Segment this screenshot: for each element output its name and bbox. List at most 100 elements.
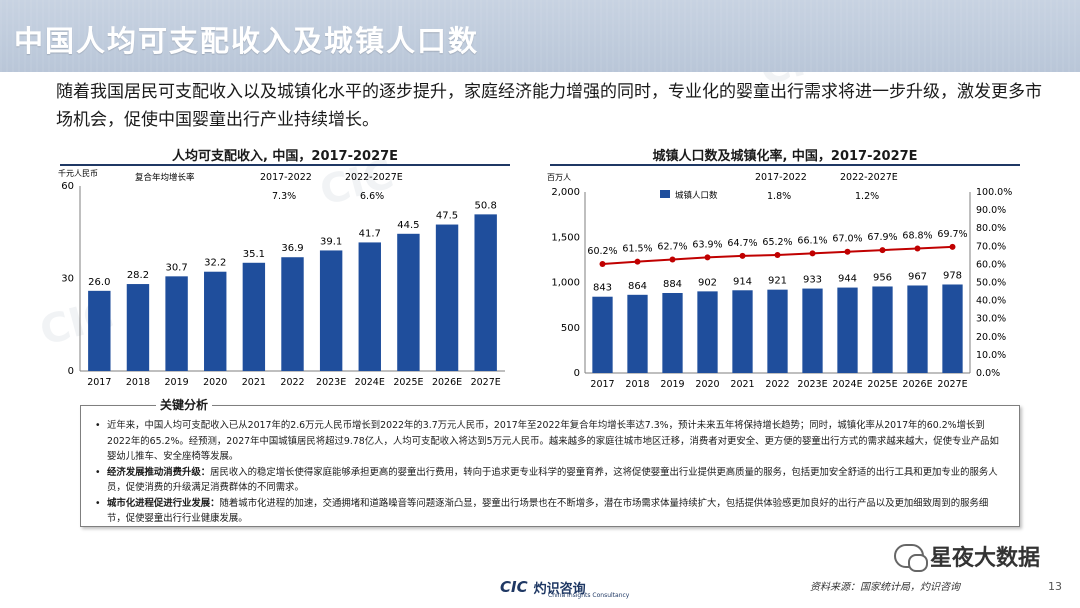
right-bar xyxy=(662,292,683,373)
right-x-tick: 2020 xyxy=(695,379,719,388)
right-y-tick: 2,000 xyxy=(551,187,580,198)
left-x-tick: 2022 xyxy=(280,377,304,388)
right-y-tick: 0 xyxy=(574,368,580,379)
wechat-icon xyxy=(893,544,928,572)
source-note: 资料来源：国家统计局，灼识咨询 xyxy=(810,582,960,593)
right-x-tick: 2022 xyxy=(765,379,789,388)
urbanization-rate-label: 68.8% xyxy=(902,230,932,241)
left-x-tick: 2018 xyxy=(126,377,150,388)
right-y2-tick: 80.0% xyxy=(976,223,1006,234)
urbanization-rate-point xyxy=(634,258,641,265)
right-x-tick: 2017 xyxy=(590,379,614,388)
right-bar xyxy=(907,285,928,373)
right-bar xyxy=(837,287,858,373)
urbanization-rate-label: 63.9% xyxy=(692,239,722,250)
left-bar-label: 32.2 xyxy=(204,258,226,269)
right-x-tick: 2026E xyxy=(902,379,932,388)
analysis-item-lead: 城市化进程促进行业发展： xyxy=(107,497,220,509)
right-chart-title-rule xyxy=(550,164,1020,166)
right-chart-title: 城镇人口数及城镇化率, 中国，2017-2027E xyxy=(652,149,918,164)
left-bar xyxy=(474,214,497,371)
left-bar-label: 44.5 xyxy=(397,220,419,231)
left-y-tick: 60 xyxy=(61,181,74,192)
right-bar-label: 956 xyxy=(873,272,892,283)
page-title: 中国人均可支配收入及城镇人口数 xyxy=(14,24,480,58)
analysis-item-lead: 经济发展推动消费升级： xyxy=(107,466,211,478)
left-x-tick: 2027E xyxy=(471,377,501,388)
right-y-tick: 1,500 xyxy=(551,232,580,243)
left-y-tick: 30 xyxy=(61,274,74,285)
right-y2-tick: 50.0% xyxy=(976,278,1006,289)
right-cagr-value1: 1.8% xyxy=(767,191,791,202)
urbanization-rate-point xyxy=(774,251,781,258)
right-x-tick: 2021 xyxy=(730,379,754,388)
right-cagr-period1: 2017-2022 xyxy=(755,172,807,183)
right-bar xyxy=(732,290,753,373)
left-cagr-period2: 2022-2027E xyxy=(345,172,403,183)
left-bar-label: 26.0 xyxy=(88,277,110,288)
right-bar xyxy=(697,291,718,373)
income-bar-chart: 千元人民币 复合年均增长率 2017-2022 2022-2027E 7.3% … xyxy=(58,168,505,388)
urbanization-rate-label: 60.2% xyxy=(587,246,617,257)
left-bar-label: 50.8 xyxy=(475,200,497,211)
urbanization-rate-point xyxy=(599,261,606,268)
left-cagr-label: 复合年均增长率 xyxy=(135,172,195,183)
right-bar-label: 978 xyxy=(943,270,962,281)
urbanization-rate-label: 62.7% xyxy=(657,242,687,253)
left-bar xyxy=(435,224,459,371)
right-bar-label: 933 xyxy=(803,275,822,286)
left-chart-title-rule xyxy=(60,164,510,166)
key-analysis-box: 近年来，中国人均可支配收入已从2017年的2.6万元人民币增长到2022年的3.… xyxy=(80,405,1020,527)
urbanization-rate-label: 67.0% xyxy=(832,234,862,245)
right-y-tick: 500 xyxy=(561,323,580,334)
urbanization-rate-label: 69.7% xyxy=(937,229,967,240)
urbanization-rate-label: 65.2% xyxy=(762,237,792,248)
left-x-tick: 2017 xyxy=(87,377,111,388)
right-bar-label: 914 xyxy=(733,276,752,287)
page-number: 13 xyxy=(1048,580,1062,593)
urbanization-rate-label: 61.5% xyxy=(622,244,652,255)
urbanization-rate-point xyxy=(949,243,956,250)
left-x-tick: 2023E xyxy=(316,377,346,388)
analysis-list: 近年来，中国人均可支配收入已从2017年的2.6万元人民币增长到2022年的3.… xyxy=(81,406,1019,527)
urbanization-rate-label: 67.9% xyxy=(867,232,897,243)
intro-text: 随着我国居民可支配收入以及城镇化水平的逐步提升，家庭经济能力增强的同时，专业化的… xyxy=(56,82,1042,130)
right-x-tick: 2025E xyxy=(867,379,897,388)
left-bar xyxy=(126,284,150,371)
right-bar-label: 843 xyxy=(593,283,612,294)
urban-population-chart: 百万人 城镇人口数 2017-2022 2022-2027E 1.8% 1.2%… xyxy=(547,172,1012,388)
left-cagr-period1: 2017-2022 xyxy=(260,172,312,183)
analysis-title: 关键分析 xyxy=(156,396,213,413)
left-x-tick: 2024E xyxy=(355,377,385,388)
analysis-item-text: 随着城市化进程的加速，交通拥堵和道路噪音等问题逐渐凸显，婴童出行场景也在不断增多… xyxy=(107,497,989,525)
right-y-tick: 1,000 xyxy=(551,278,580,289)
left-bar xyxy=(204,271,227,371)
left-bar xyxy=(281,257,304,371)
right-y2-tick: 30.0% xyxy=(976,314,1006,325)
right-legend-label: 城镇人口数 xyxy=(675,190,718,201)
right-x-tick: 2024E xyxy=(832,379,862,388)
right-y-unit: 百万人 xyxy=(547,173,571,182)
wechat-account: 星夜大数据 xyxy=(929,546,1040,571)
left-y-tick: 0 xyxy=(68,366,74,377)
analysis-item: 近年来，中国人均可支配收入已从2017年的2.6万元人民币增长到2022年的3.… xyxy=(95,418,1005,465)
right-y2-tick: 20.0% xyxy=(976,332,1006,343)
left-x-tick: 2020 xyxy=(203,377,227,388)
left-chart-title: 人均可支配收入, 中国，2017-2027E xyxy=(171,149,399,164)
right-bar-label: 884 xyxy=(663,279,682,290)
urbanization-rate-label: 66.1% xyxy=(797,235,827,246)
brand: CIC 灼识咨询 China Insights Consultancy xyxy=(500,574,629,600)
left-x-tick: 2026E xyxy=(432,377,462,388)
left-x-tick: 2025E xyxy=(393,377,423,388)
analysis-item-text: 近年来，中国人均可支配收入已从2017年的2.6万元人民币增长到2022年的3.… xyxy=(107,420,999,462)
right-bar xyxy=(802,288,823,373)
brand-logo: CIC xyxy=(500,578,528,596)
right-x-tick: 2019 xyxy=(660,379,684,388)
right-y2-tick: 40.0% xyxy=(976,296,1006,307)
left-bar xyxy=(242,262,266,371)
left-cagr-value2: 6.6% xyxy=(360,191,384,202)
left-bar xyxy=(319,250,343,371)
right-y2-tick: 60.0% xyxy=(976,259,1006,270)
right-y2-tick: 90.0% xyxy=(976,205,1006,216)
wechat-watermark: 星夜大数据 xyxy=(893,540,1040,572)
